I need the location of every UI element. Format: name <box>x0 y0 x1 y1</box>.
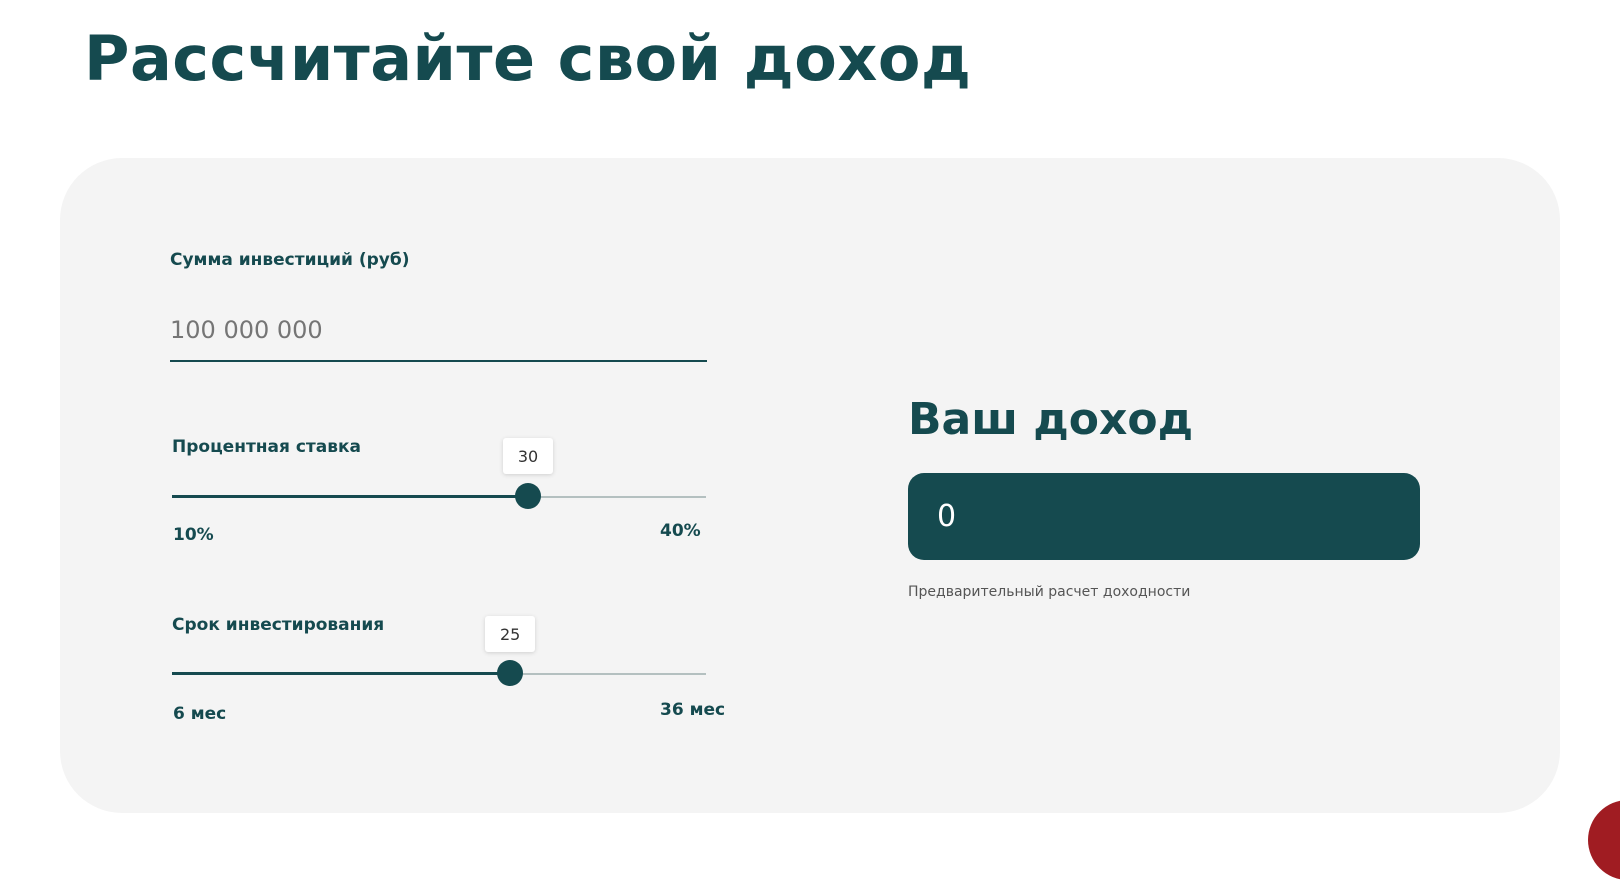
rate-max-label: 40% <box>660 521 701 541</box>
term-min-label: 6 мес <box>173 704 227 724</box>
rate-label: Процентная ставка <box>172 437 362 457</box>
rate-slider-thumb[interactable] <box>515 483 541 509</box>
floating-widget-button[interactable] <box>1588 800 1620 880</box>
term-slider-thumb[interactable] <box>497 660 524 686</box>
result-value: 0 <box>908 473 1420 560</box>
term-slider[interactable]: 25 <box>172 616 706 686</box>
term-label: Срок инвестирования <box>172 615 385 635</box>
term-slider-fill <box>172 672 511 675</box>
term-value-tooltip: 25 <box>485 616 536 652</box>
rate-slider-fill <box>172 495 528 498</box>
result-caption: Предварительный расчет доходности <box>908 584 1191 600</box>
term-max-label: 36 мес <box>660 700 726 720</box>
rate-slider[interactable]: 30 <box>172 438 706 509</box>
result-heading: Ваш доход <box>908 394 1194 445</box>
page-title: Рассчитайте свой доход <box>84 22 972 95</box>
rate-min-label: 10% <box>173 525 214 545</box>
investment-label: Сумма инвестиций (руб) <box>170 250 410 270</box>
rate-value-tooltip: 30 <box>503 438 553 474</box>
investment-input[interactable] <box>170 300 707 362</box>
